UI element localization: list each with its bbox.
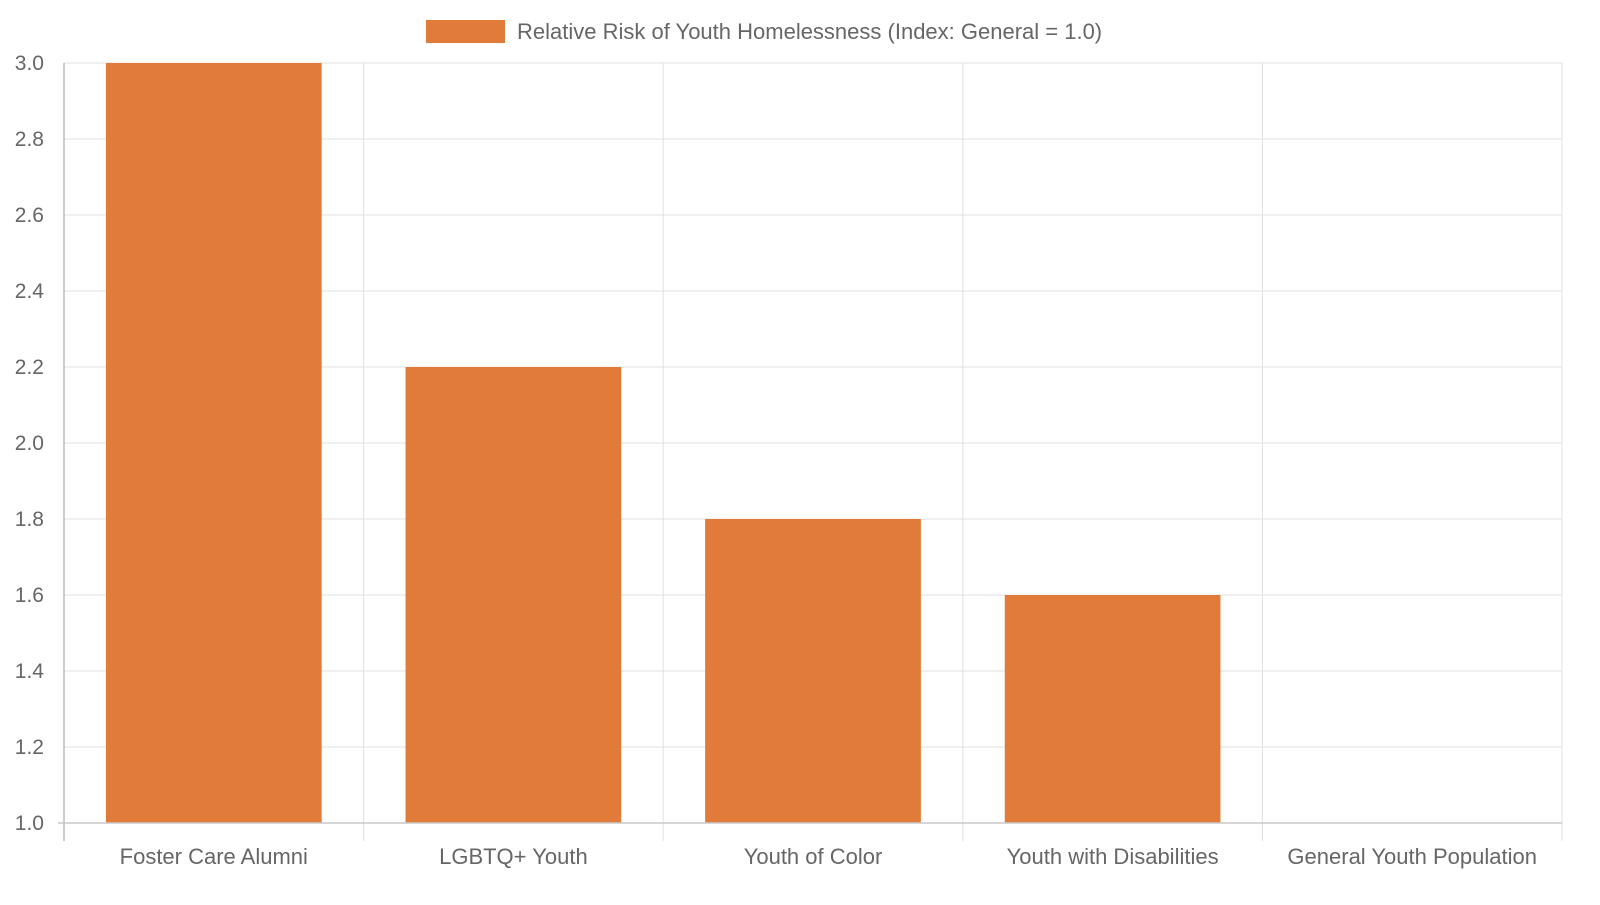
bar — [705, 519, 921, 823]
legend: Relative Risk of Youth Homelessness (Ind… — [426, 19, 1102, 44]
y-tick-label: 1.8 — [15, 508, 44, 531]
legend-label: Relative Risk of Youth Homelessness (Ind… — [517, 19, 1102, 44]
x-tick-label: General Youth Population — [1287, 844, 1537, 869]
y-tick-label: 1.6 — [15, 584, 44, 607]
y-tick-label: 2.6 — [15, 204, 44, 227]
x-tick-label: Foster Care Alumni — [120, 844, 308, 869]
y-tick-labels: 1.0 1.2 1.4 1.6 1.8 2.0 2.2 2.4 2.6 2.8 3.0 — [15, 52, 45, 835]
x-tick-labels: Foster Care Alumni LGBTQ+ Youth Youth of C… — [120, 844, 1537, 869]
y-tick-label: 2.2 — [15, 356, 44, 379]
y-tick-label: 2.0 — [15, 432, 44, 455]
bar — [105, 63, 322, 823]
y-tick-label: 1.2 — [15, 736, 44, 759]
y-tick-label: 2.4 — [15, 280, 45, 303]
x-tick-label: LGBTQ+ Youth — [439, 844, 588, 869]
y-tick-label: 1.0 — [15, 812, 44, 835]
bar-chart: Relative Risk of Youth Homelessness (Ind… — [15, 19, 1563, 869]
y-tick-label: 2.8 — [15, 128, 44, 151]
y-tick-label: 1.4 — [15, 660, 45, 683]
x-tick-label: Youth of Color — [744, 844, 883, 869]
bar — [405, 367, 622, 823]
legend-swatch — [426, 20, 505, 43]
chart-container: Relative Risk of Youth Homelessness (Ind… — [15, 19, 1563, 869]
y-tick-label: 3.0 — [15, 52, 44, 75]
axes — [58, 63, 1562, 841]
x-tick-label: Youth with Disabilities — [1007, 844, 1219, 869]
bars — [105, 63, 1221, 823]
bar — [1004, 595, 1221, 823]
